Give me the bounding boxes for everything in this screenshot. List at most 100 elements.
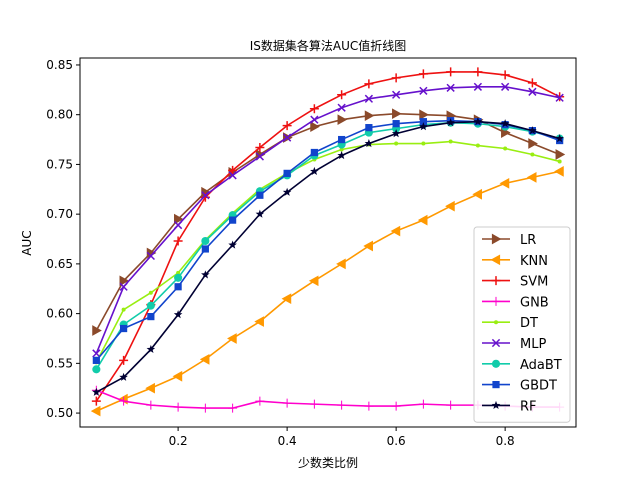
data-point (172, 370, 183, 382)
data-point (364, 139, 374, 148)
data-point (392, 120, 400, 128)
legend-item: GNB (482, 295, 549, 310)
data-point (557, 159, 562, 164)
data-point (255, 209, 265, 218)
data-point (364, 401, 374, 411)
data-point (310, 166, 319, 176)
data-point (282, 133, 292, 142)
data-point (119, 282, 128, 291)
plot-frame (79, 57, 577, 428)
y-tick-label: 0.50 (46, 406, 73, 420)
data-point (282, 121, 292, 131)
data-point (92, 356, 100, 364)
data-point (556, 136, 564, 145)
legend-label: AdaBT (520, 358, 562, 373)
data-point (119, 275, 130, 287)
data-point (173, 220, 183, 230)
data-point (526, 172, 537, 183)
data-point (146, 251, 155, 261)
series-line (95, 121, 560, 370)
data-point (391, 73, 401, 83)
data-point (490, 254, 501, 266)
data-point (390, 225, 401, 237)
data-point (337, 150, 346, 160)
data-point (282, 187, 292, 196)
data-point (394, 141, 399, 146)
data-point (491, 359, 501, 368)
data-point (418, 69, 428, 79)
legend-item: MLP (482, 337, 546, 352)
legend-box (473, 226, 571, 423)
data-point (527, 78, 537, 88)
data-point (500, 119, 510, 128)
data-point (528, 87, 537, 96)
data-point (392, 90, 401, 99)
data-point (337, 400, 347, 410)
data-point (201, 270, 210, 279)
legend-label: GBDT (520, 379, 557, 394)
data-point (363, 240, 373, 252)
data-point (200, 403, 210, 413)
data-point (228, 403, 238, 413)
legend-item: AdaBT (482, 358, 562, 373)
data-point (555, 93, 564, 102)
data-point (391, 129, 401, 138)
data-point (309, 104, 319, 114)
series-line (96, 170, 560, 412)
data-point (336, 258, 346, 270)
data-point (475, 143, 480, 148)
data-point (364, 94, 374, 103)
data-point (201, 236, 210, 246)
data-point (491, 296, 501, 306)
legend-label: LR (520, 233, 536, 248)
legend-item: GBDT (482, 379, 557, 394)
data-point (90, 405, 101, 417)
data-point (201, 245, 209, 253)
data-point (148, 290, 153, 295)
data-point (255, 143, 265, 153)
data-point (528, 138, 538, 149)
data-point (339, 147, 344, 152)
data-point (310, 148, 318, 157)
data-point (417, 214, 428, 226)
data-point (119, 396, 129, 406)
legend-item: RF (482, 399, 537, 414)
data-point (364, 110, 375, 122)
data-point (281, 293, 292, 305)
data-point (419, 122, 428, 131)
legend-label: SVM (520, 275, 548, 290)
data-point (528, 126, 537, 135)
data-point (500, 70, 510, 80)
data-point (173, 402, 183, 412)
data-point (554, 166, 564, 177)
data-point (92, 325, 102, 336)
y-tick-label: 0.55 (46, 356, 73, 370)
y-tick-label: 0.70 (46, 207, 73, 221)
data-point (448, 139, 453, 144)
data-point (174, 273, 183, 282)
data-point (492, 381, 500, 389)
y-tick-label: 0.80 (46, 108, 73, 122)
legend-label: MLP (520, 337, 546, 352)
data-point (501, 82, 510, 91)
y-tick-label: 0.75 (46, 157, 73, 171)
data-point (473, 82, 483, 91)
data-point (555, 134, 564, 143)
series-line (95, 71, 561, 402)
data-point (282, 398, 292, 408)
legend-item: SVM (482, 275, 548, 290)
data-point (228, 240, 237, 249)
data-point (119, 372, 128, 381)
data-point (391, 401, 401, 411)
data-point (256, 191, 264, 199)
data-point (419, 118, 427, 126)
data-point (337, 114, 348, 126)
data-point (491, 338, 501, 348)
data-point (173, 236, 183, 246)
series-line (95, 86, 560, 354)
data-point (228, 165, 238, 175)
data-point (337, 103, 346, 112)
data-point (337, 90, 347, 100)
data-point (418, 399, 428, 409)
